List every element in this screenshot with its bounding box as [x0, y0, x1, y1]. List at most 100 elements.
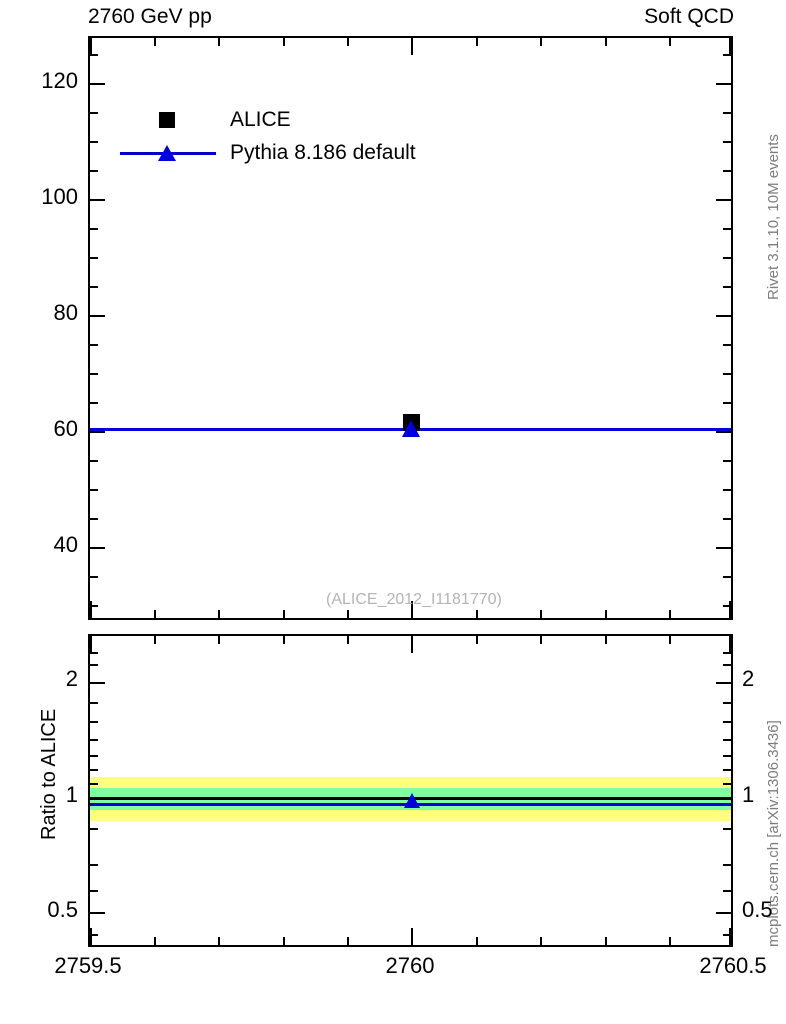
y-tick-minor-right — [723, 605, 731, 607]
main-plot-panel: (ALICE_2012_I1181770) — [88, 36, 733, 620]
y-tick-minor-right — [723, 54, 731, 56]
y-tick-minor-right — [723, 373, 731, 375]
y-tick-major-right — [716, 547, 731, 549]
ratio-y-tick-major — [90, 682, 105, 684]
x-tick-major-top — [411, 38, 413, 55]
y-tick-major-right — [716, 431, 731, 433]
x-tick-major-bottom — [411, 601, 413, 618]
ratio-x-tick-minor-bottom — [347, 937, 349, 945]
y-tick-minor-right — [723, 576, 731, 578]
x-tick-major-top — [729, 38, 731, 55]
header-process-label: Soft QCD — [644, 5, 734, 28]
y-tick-minor — [90, 576, 98, 578]
ratio-y-tick-minor-right — [723, 721, 731, 723]
y-tick-minor — [90, 344, 98, 346]
ratio-y-tick-minor-right — [723, 934, 731, 936]
ratio-axis-title: Ratio to ALICE — [38, 708, 60, 840]
x-axis-label-left: 2759.5 — [54, 953, 122, 978]
ratio-y-tick-minor — [90, 664, 98, 666]
rivet-version-note: Rivet 3.1.10, 10M events — [765, 134, 782, 300]
ratio-x-tick-minor-bottom — [540, 937, 542, 945]
ratio-x-tick-minor-bottom — [218, 937, 220, 945]
ratio-y-axis-label-right-2: 2 — [742, 666, 755, 691]
x-tick-minor-bottom — [669, 610, 671, 618]
ratio-y-tick-minor-right — [723, 664, 731, 666]
y-tick-major — [90, 431, 105, 433]
ratio-y-tick-minor — [90, 890, 98, 892]
ratio-y-axis-label-1: 1 — [65, 782, 78, 807]
x-tick-minor-bottom — [476, 610, 478, 618]
y-tick-minor — [90, 170, 98, 172]
ratio-x-tick-major-bottom — [729, 928, 731, 945]
x-tick-minor-top — [540, 38, 542, 46]
ratio-y-axis-label-2: 2 — [65, 666, 78, 691]
ratio-y-tick-minor-right — [723, 702, 731, 704]
x-tick-minor-bottom — [347, 610, 349, 618]
ratio-y-tick-minor — [90, 755, 98, 757]
y-tick-minor — [90, 605, 98, 607]
ratio-x-tick-minor-top — [476, 636, 478, 644]
y-axis-label-80: 80 — [53, 300, 78, 325]
x-tick-minor-bottom — [605, 610, 607, 618]
ratio-y-tick-major-right — [716, 797, 731, 799]
ratio-x-tick-minor-bottom — [154, 937, 156, 945]
ratio-data-point-pythia — [404, 793, 420, 808]
ratio-y-tick-minor — [90, 769, 98, 771]
ratio-y-tick-major-right — [716, 682, 731, 684]
y-tick-minor — [90, 112, 98, 114]
ratio-y-tick-minor — [90, 828, 98, 830]
ratio-x-tick-minor-bottom — [669, 937, 671, 945]
ratio-x-tick-minor-bottom — [283, 937, 285, 945]
x-axis-label-center: 2760 — [385, 953, 435, 978]
y-tick-minor-right — [723, 489, 731, 491]
ratio-x-tick-minor-top — [669, 636, 671, 644]
y-tick-major — [90, 199, 105, 201]
x-tick-minor-top — [154, 38, 156, 46]
y-tick-minor — [90, 141, 98, 143]
ratio-y-tick-minor — [90, 652, 98, 654]
ratio-y-axis-label-right-0-5: 0.5 — [742, 897, 773, 922]
x-tick-minor-bottom — [154, 610, 156, 618]
ratio-y-tick-minor — [90, 934, 98, 936]
ratio-x-tick-minor-top — [540, 636, 542, 644]
y-tick-minor-right — [723, 286, 731, 288]
ratio-y-tick-minor — [90, 702, 98, 704]
ratio-x-tick-minor-top — [283, 636, 285, 644]
ratio-y-tick-major-right — [716, 912, 731, 914]
x-tick-major-bottom — [90, 601, 92, 618]
y-tick-minor-right — [723, 170, 731, 172]
ratio-y-axis-label-0-5: 0.5 — [47, 897, 78, 922]
ratio-y-tick-minor — [90, 721, 98, 723]
data-point-pythia — [402, 420, 420, 437]
legend-label-pythia: Pythia 8.186 default — [230, 141, 416, 164]
ratio-x-tick-major-bottom — [411, 928, 413, 945]
y-tick-minor — [90, 286, 98, 288]
ratio-x-tick-minor-bottom — [605, 937, 607, 945]
y-tick-minor — [90, 460, 98, 462]
ratio-x-tick-minor-top — [605, 636, 607, 644]
ratio-y-tick-minor-right — [723, 739, 731, 741]
x-tick-major-top — [90, 38, 92, 55]
y-tick-minor — [90, 228, 98, 230]
ratio-y-tick-minor-right — [723, 783, 731, 785]
y-tick-major — [90, 547, 105, 549]
y-axis-label-60: 60 — [53, 416, 78, 441]
legend-key-pythia — [120, 137, 216, 170]
ratio-x-tick-minor-bottom — [476, 937, 478, 945]
y-tick-minor-right — [723, 112, 731, 114]
ratio-y-tick-minor — [90, 783, 98, 785]
y-tick-minor — [90, 373, 98, 375]
y-tick-minor — [90, 54, 98, 56]
y-axis-label-120: 120 — [41, 68, 78, 93]
x-tick-minor-bottom — [540, 610, 542, 618]
legend-label-alice: ALICE — [230, 108, 291, 131]
ratio-y-tick-minor-right — [723, 769, 731, 771]
x-tick-minor-top — [669, 38, 671, 46]
ratio-y-tick-minor-right — [723, 755, 731, 757]
ratio-y-tick-minor-right — [723, 890, 731, 892]
ratio-y-tick-minor-right — [723, 828, 731, 830]
x-axis-label-right: 2760.5 — [699, 953, 767, 978]
y-tick-major-right — [716, 315, 731, 317]
y-tick-minor-right — [723, 228, 731, 230]
